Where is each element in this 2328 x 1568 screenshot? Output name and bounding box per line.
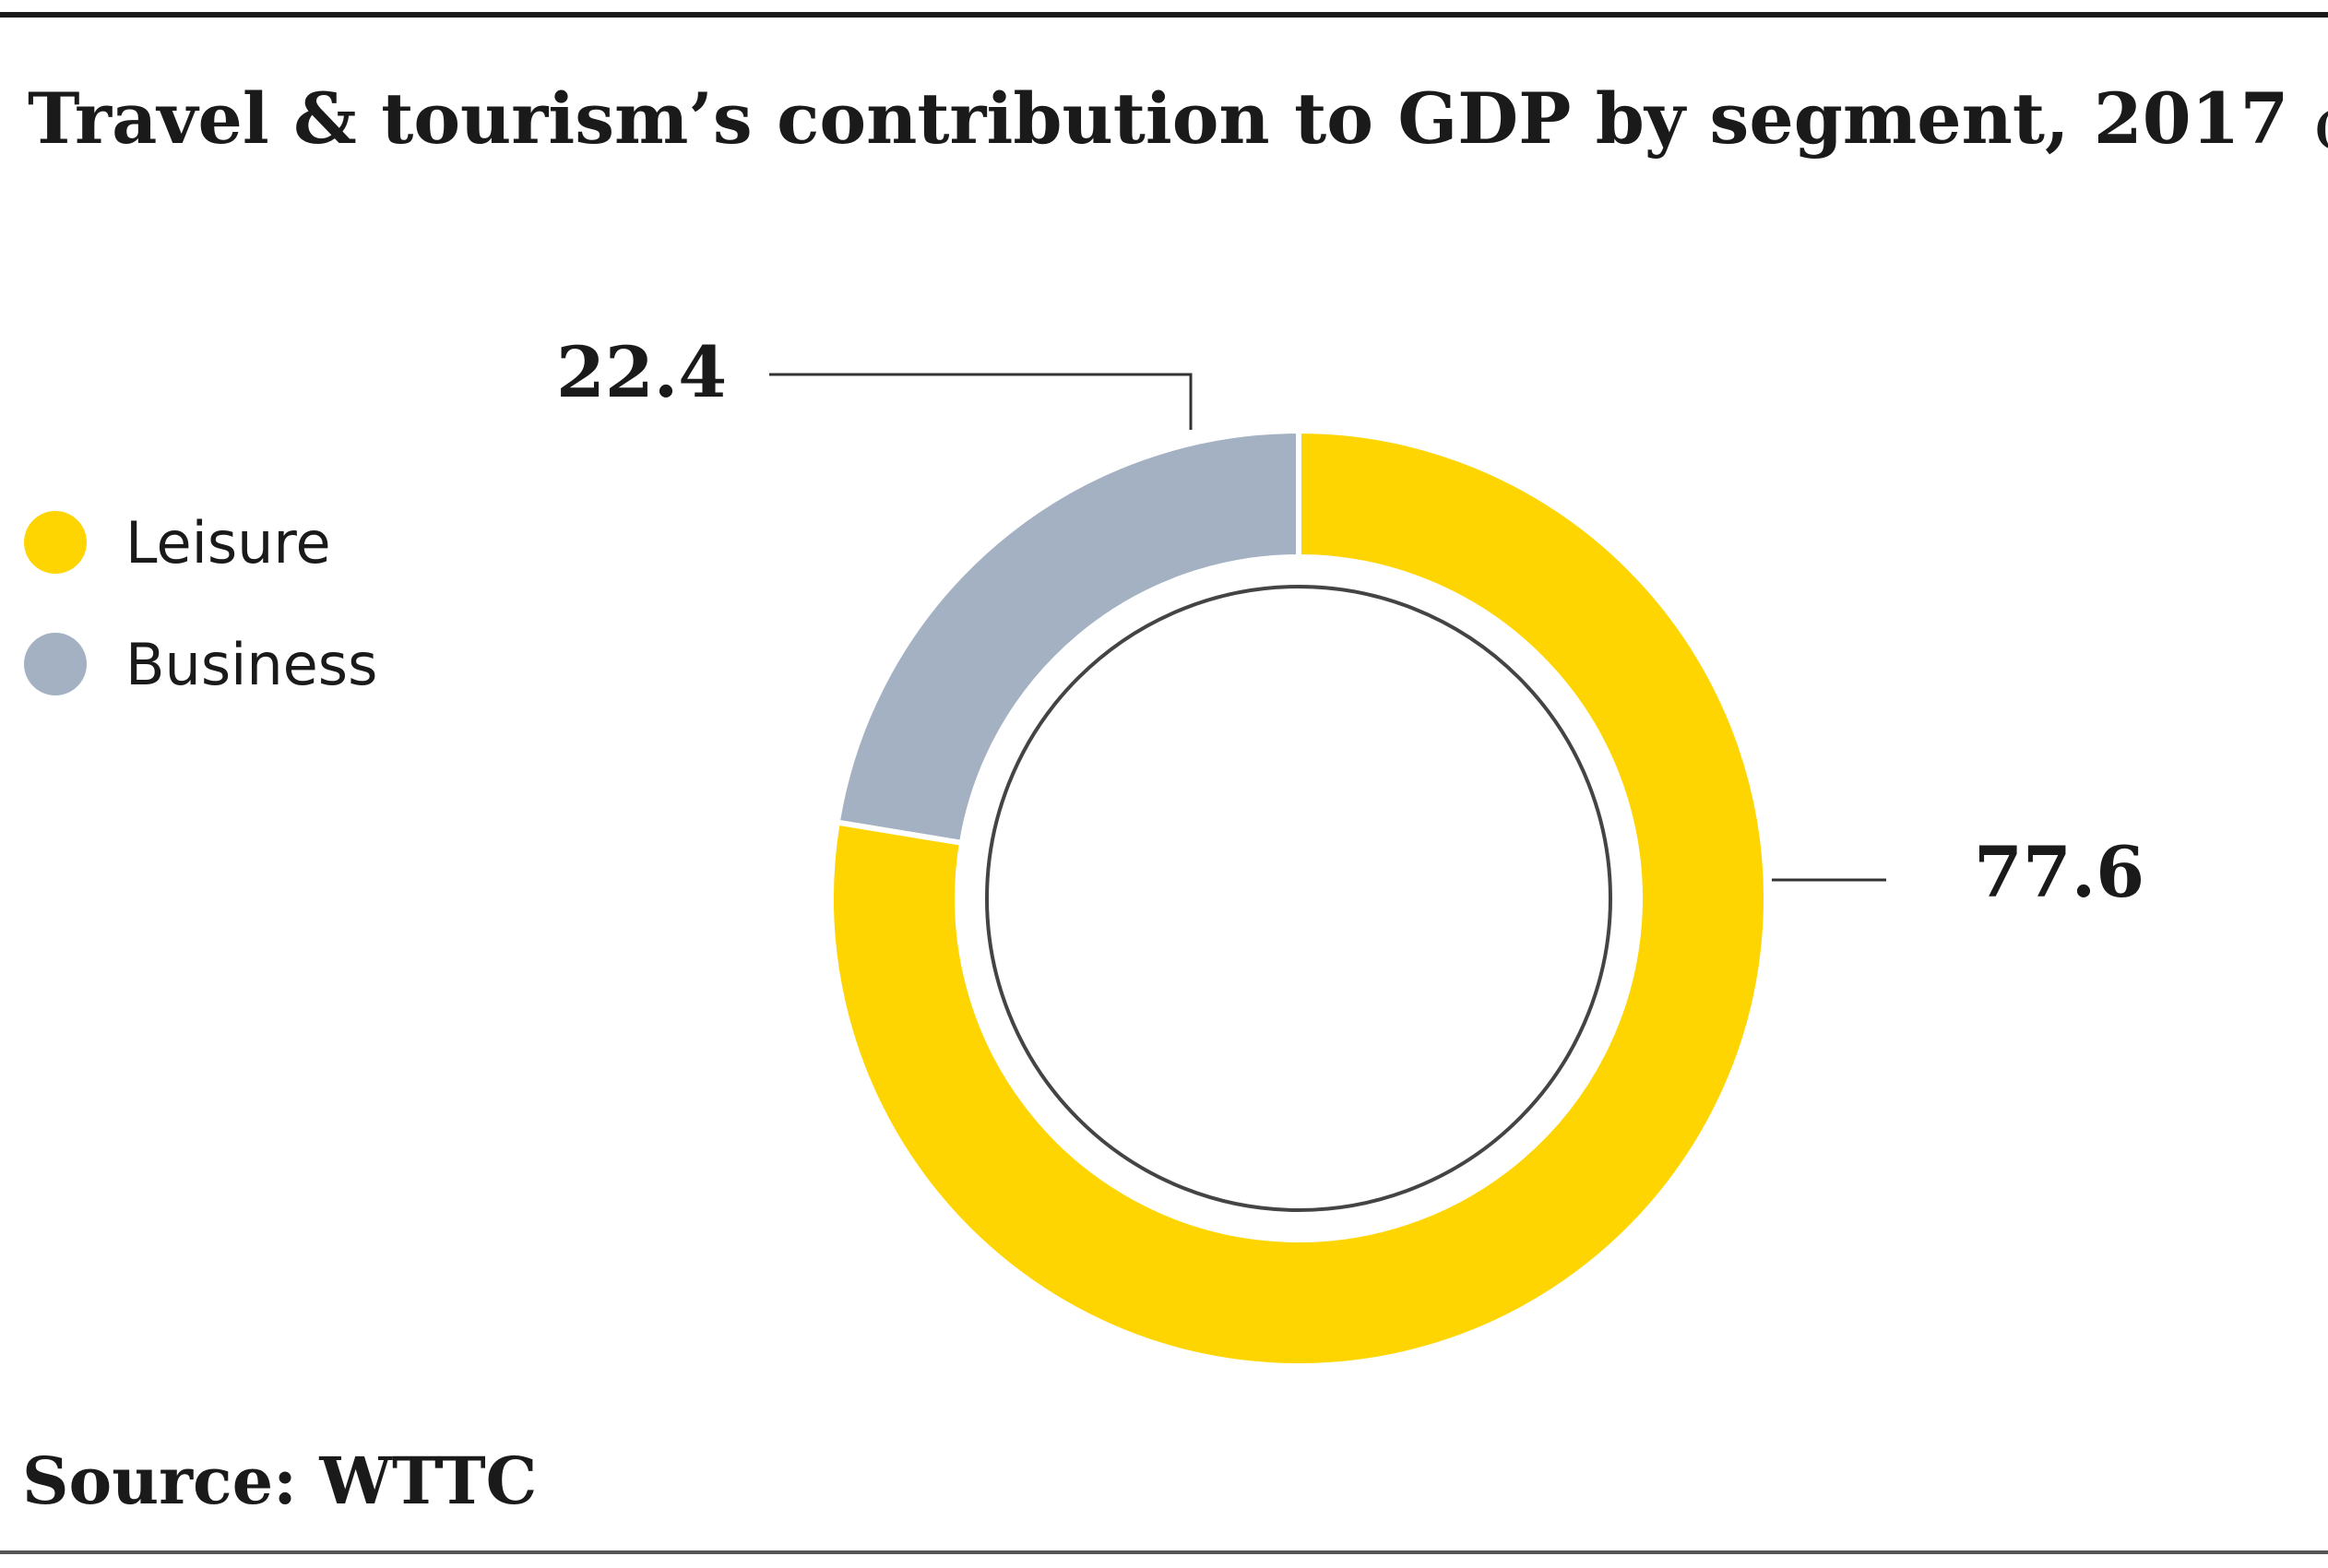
legend-swatch [24,511,87,574]
chart-title: Travel & tourism’s contribution to GDP b… [28,77,2328,160]
title-text: Travel & tourism’s contribution to GDP b… [28,77,2288,160]
value-label: 77.6 [1974,831,2144,913]
source: Source: WTTC [22,1443,537,1519]
donut-segment [828,427,1769,1369]
legend-swatch [24,633,87,695]
unit: (%) [2313,102,2328,154]
inner-ring [985,585,1612,1212]
legend-label: Leisure [125,509,331,576]
value-label: 22.4 [556,331,727,413]
donut-segment [834,427,1301,847]
leader-line [769,373,1193,430]
legend-label: Business [125,631,377,698]
